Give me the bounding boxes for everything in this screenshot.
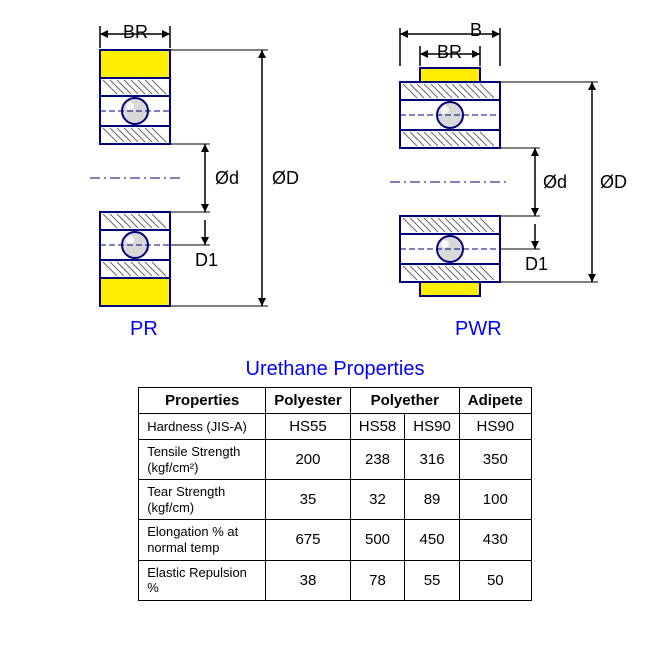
cell: 38 — [266, 560, 351, 600]
cell: 200 — [266, 440, 351, 480]
table-row: Elongation % at normal temp675500450430 — [139, 520, 532, 560]
label-b-right: B — [470, 20, 482, 41]
cell: 35 — [266, 480, 351, 520]
cell: 100 — [459, 480, 531, 520]
table-title: Urethane Properties — [0, 358, 670, 381]
label-br-left: BR — [123, 22, 148, 43]
cell: 78 — [350, 560, 405, 600]
diagram-pr — [50, 20, 300, 350]
cell: 500 — [350, 520, 405, 560]
col-polyether: Polyether — [350, 388, 459, 414]
cell: 50 — [459, 560, 531, 600]
row-label: Tear Strength (kgf/cm) — [139, 480, 266, 520]
col-adipete: Adipete — [459, 388, 531, 414]
type-label-pwr: PWR — [455, 318, 502, 341]
label-D1-right: D1 — [525, 254, 548, 275]
cell: 316 — [405, 440, 460, 480]
cell: 675 — [266, 520, 351, 560]
col-polyester: Polyester — [266, 388, 351, 414]
label-D-left: ØD — [272, 168, 299, 189]
table-row: Elastic Repulsion %38785550 — [139, 560, 532, 600]
label-br-right: BR — [437, 42, 462, 63]
label-D-right: ØD — [600, 172, 627, 193]
type-label-pr: PR — [130, 318, 158, 341]
cell: HS55 — [266, 414, 351, 440]
cell: HS90 — [459, 414, 531, 440]
cell: 55 — [405, 560, 460, 600]
row-label: Elastic Repulsion % — [139, 560, 266, 600]
cell: 430 — [459, 520, 531, 560]
col-properties: Properties — [139, 388, 266, 414]
label-D1-left: D1 — [195, 250, 218, 271]
cell: HS90 — [405, 414, 460, 440]
cell: 450 — [405, 520, 460, 560]
cell: HS58 — [350, 414, 405, 440]
properties-table: Properties Polyester Polyether Adipete H… — [138, 387, 532, 601]
row-label: Tensile Strength (kgf/cm²) — [139, 440, 266, 480]
row-label: Elongation % at normal temp — [139, 520, 266, 560]
table-row: Tear Strength (kgf/cm)353289100 — [139, 480, 532, 520]
diagram-pwr — [360, 20, 640, 350]
table-row: Tensile Strength (kgf/cm²)200238316350 — [139, 440, 532, 480]
label-d-left: Ød — [215, 168, 239, 189]
cell: 32 — [350, 480, 405, 520]
table-header-row: Properties Polyester Polyether Adipete — [139, 388, 532, 414]
cell: 238 — [350, 440, 405, 480]
table-row: Hardness (JIS-A)HS55HS58HS90HS90 — [139, 414, 532, 440]
row-label: Hardness (JIS-A) — [139, 414, 266, 440]
cell: 89 — [405, 480, 460, 520]
cell: 350 — [459, 440, 531, 480]
label-d-right: Ød — [543, 172, 567, 193]
diagrams: BR Ød ØD D1 PR — [0, 0, 670, 350]
